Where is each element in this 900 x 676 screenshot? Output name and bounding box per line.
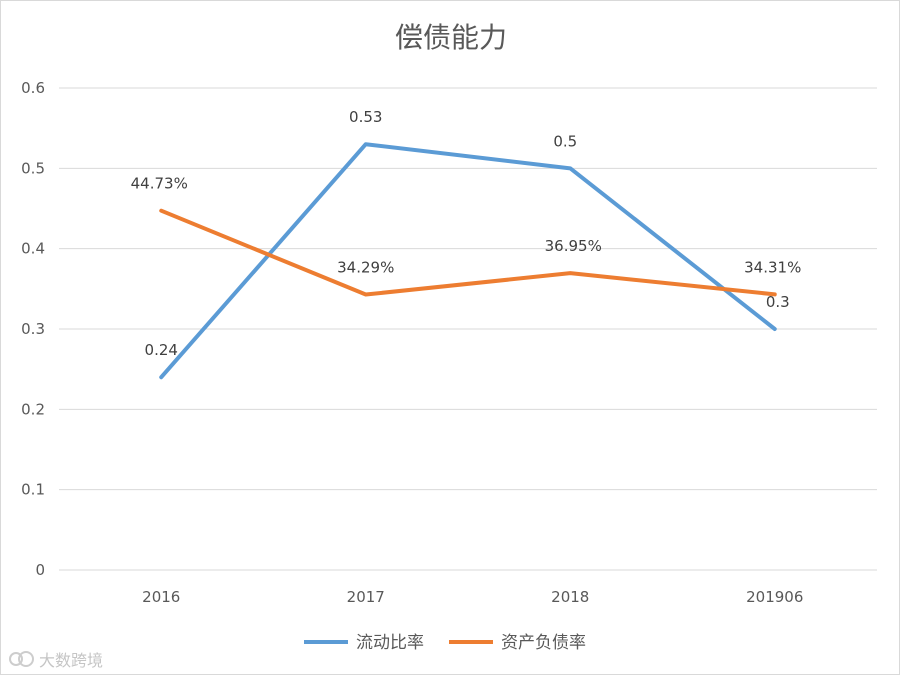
legend-label: 流动比率 [356,633,424,653]
x-axis-ticks: 2016 2017 2018 201906 [142,588,803,606]
y-tick-label: 0.6 [21,79,45,97]
series-lines [159,142,777,380]
data-label: 34.29% [337,259,394,277]
series-line-1 [159,142,777,380]
y-axis-ticks: 0 0.1 0.2 0.3 0.4 0.5 0.6 [21,79,45,579]
gridlines [59,87,877,571]
data-labels: 0.24 0.53 0.5 0.3 44.73% 34.29% 36.95% 34.31% [131,108,802,359]
y-tick-label: 0.4 [21,240,45,258]
x-tick-label: 2018 [551,588,589,606]
watermark-logo-icon [9,649,35,669]
watermark: 大数跨境 [9,647,103,671]
data-label: 36.95% [545,237,602,255]
x-tick-label: 2017 [347,588,385,606]
y-tick-label: 0.3 [21,320,45,338]
legend: 流动比率 资产负债率 [304,633,586,653]
data-label: 0.3 [766,293,790,311]
chart-title: 偿债能力 [395,21,507,54]
watermark-text: 大数跨境 [39,651,104,670]
x-tick-label: 201906 [746,588,803,606]
y-tick-label: 0 [35,561,45,579]
data-label: 34.31% [744,258,801,276]
data-label: 0.53 [349,108,382,126]
data-label: 0.24 [145,341,178,359]
x-tick-label: 2016 [142,588,180,606]
series-line-2 [159,208,777,297]
y-tick-label: 0.1 [21,481,45,499]
y-tick-label: 0.2 [21,400,45,418]
legend-label: 资产负债率 [501,633,586,653]
data-label: 44.73% [131,175,188,193]
y-tick-label: 0.5 [21,159,45,177]
data-label: 0.5 [553,132,577,150]
